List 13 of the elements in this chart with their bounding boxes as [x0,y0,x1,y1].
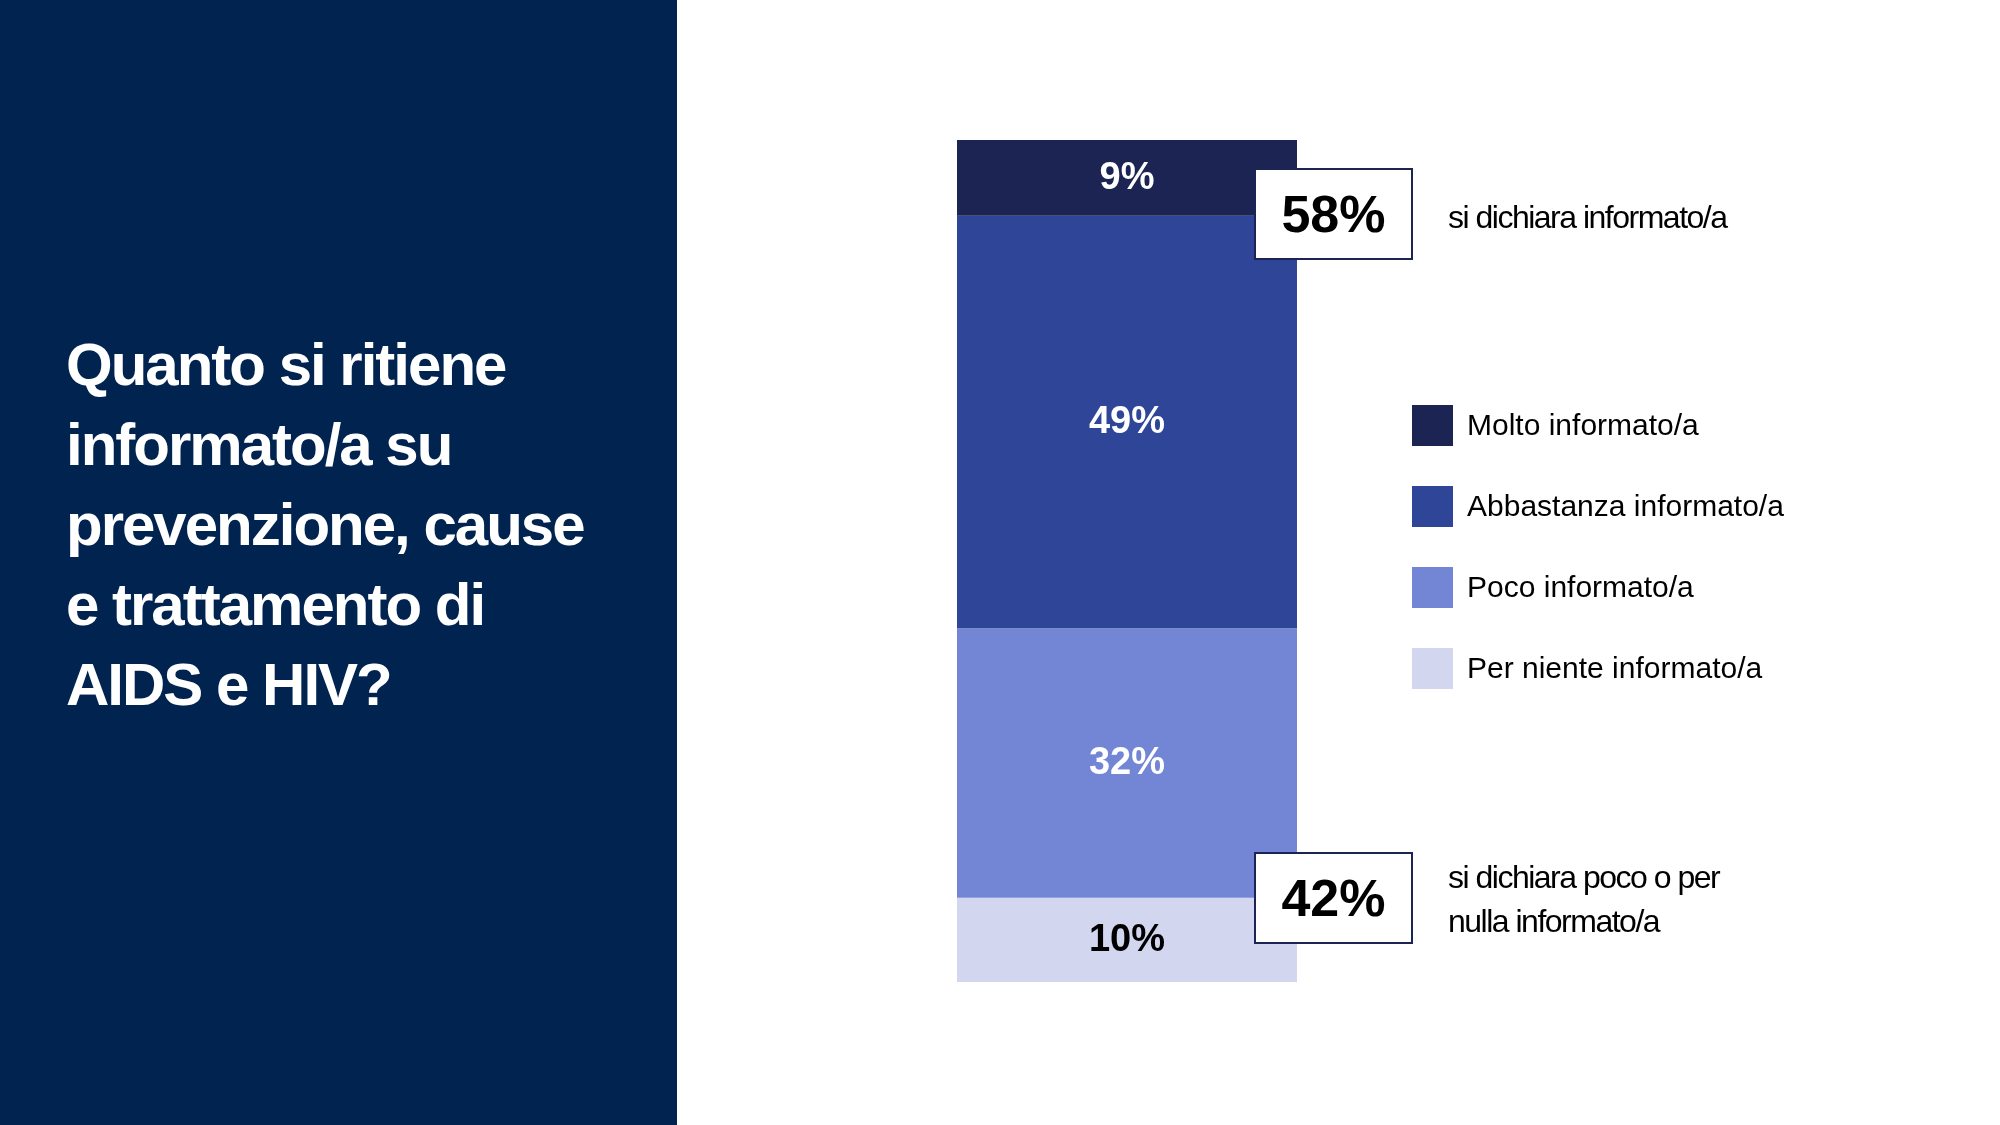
text: si dichiara poco o per nulla informato/a [1448,858,1721,941]
legend-label: Abbastanza informato/a [1467,488,1785,522]
legend-label: Molto informato/a [1467,407,1700,441]
text: Quanto si ritiene informato/a su prevenzione, cause e trattamento di AIDS e HIV? [66,330,585,720]
data-label: 9% [1099,154,1155,197]
annotation: 42% [1254,852,1413,944]
data-label: 10% [1088,916,1166,959]
data-label: 32% [1088,740,1166,783]
annotation: 58% [1254,168,1413,260]
legend-label: Per niente informato/a [1467,650,1763,684]
text: si dichiara informato/a [1448,198,1729,237]
data-label: 49% [1088,399,1166,442]
legend-label: Poco informato/a [1467,569,1695,603]
